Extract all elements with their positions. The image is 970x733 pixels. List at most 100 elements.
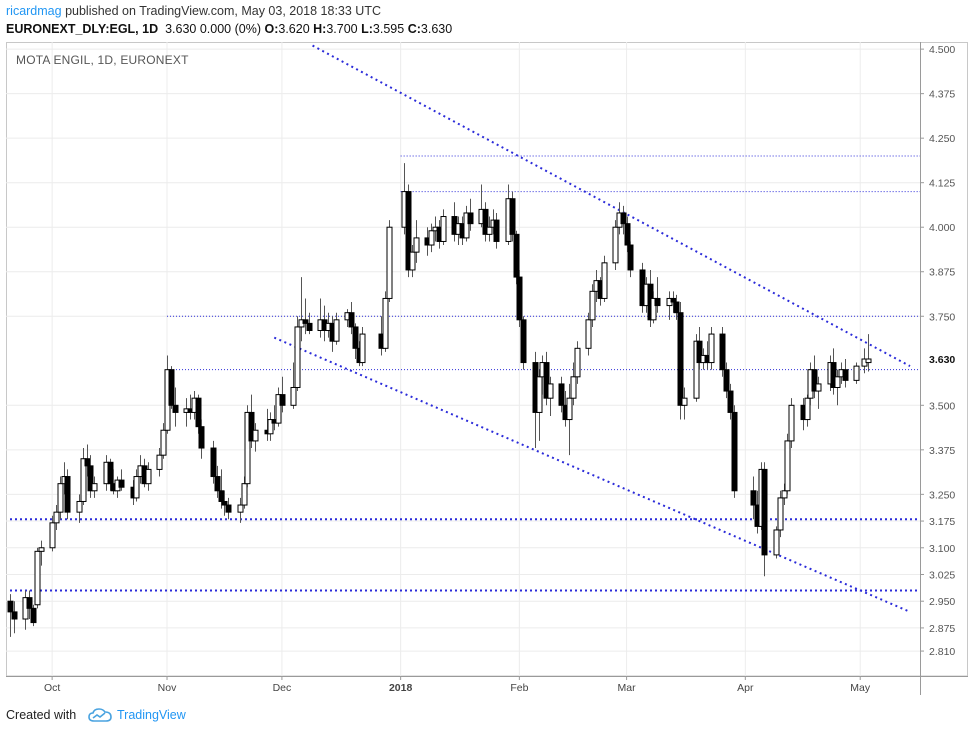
candle-body-down xyxy=(348,312,355,328)
candle-body-down xyxy=(352,326,359,349)
candle-body-up xyxy=(34,550,41,606)
candle-body-up xyxy=(57,483,64,513)
candle xyxy=(853,362,860,384)
candle-body-up xyxy=(865,358,872,364)
created-with-text: Created with xyxy=(6,708,77,722)
candle-body-up xyxy=(160,429,167,456)
candle-body-up xyxy=(612,226,619,264)
price-tick-label: 3.100 xyxy=(929,543,955,555)
open-label: O: xyxy=(264,22,279,36)
candle xyxy=(133,469,140,502)
candle-body-up xyxy=(773,529,780,556)
candle-body-down xyxy=(302,319,309,324)
candle xyxy=(788,398,795,449)
tradingview-brand-link[interactable]: TradingView xyxy=(117,708,186,722)
candle-body-up xyxy=(815,383,822,392)
candle-body-down xyxy=(677,312,684,406)
candle-body-down xyxy=(87,465,94,492)
candle-body-up xyxy=(49,522,56,549)
price-tick-label: 3.375 xyxy=(929,445,955,457)
author-link[interactable]: ricardmag xyxy=(6,4,62,18)
candle-body-up xyxy=(241,483,248,506)
candle-body-up xyxy=(781,490,788,499)
candle-body-down xyxy=(198,426,205,449)
candle xyxy=(842,359,849,388)
candle xyxy=(409,245,416,278)
candle-body-down xyxy=(513,233,520,278)
chart-area[interactable]: 4.500 4.375 4.250 4.125 4.000 3.875 3.750 3.500… xyxy=(6,42,968,695)
candle-body-up xyxy=(853,365,860,381)
candle-body-up xyxy=(547,383,554,399)
candle xyxy=(248,394,255,449)
price-tick-label: 3.025 xyxy=(929,569,955,581)
candle-body-down xyxy=(168,369,175,406)
candle-body-down xyxy=(696,340,703,364)
candle xyxy=(352,323,359,359)
candle xyxy=(834,369,841,406)
candle xyxy=(198,419,205,459)
candle-body-up xyxy=(76,500,83,513)
last-price: 3.630 xyxy=(165,22,197,36)
candle-body-down xyxy=(719,333,726,371)
candle xyxy=(574,341,581,384)
candle xyxy=(773,526,780,559)
candle xyxy=(333,312,340,345)
price-tick-label: 4.125 xyxy=(929,178,955,190)
tradingview-cloud-icon xyxy=(88,707,112,728)
candle-body-down xyxy=(482,208,489,235)
candle-body-up xyxy=(252,429,259,442)
chart-title: MOTA ENGIL, 1D, EURONEXT xyxy=(16,53,189,67)
candle-body-up xyxy=(409,251,416,271)
candle-body-down xyxy=(543,362,550,399)
candle xyxy=(30,604,37,627)
candle-body-up xyxy=(359,333,366,364)
candle xyxy=(49,515,56,552)
close-value: 3.630 xyxy=(420,22,453,36)
candle-body-up xyxy=(145,468,152,485)
candle-body-up xyxy=(574,347,581,378)
candle xyxy=(252,423,259,452)
candle xyxy=(91,476,98,498)
candle-body-down xyxy=(750,490,757,506)
candle-body-down xyxy=(620,212,627,225)
candle xyxy=(57,476,64,520)
candle xyxy=(566,383,573,456)
time-tick-label: Mar xyxy=(618,682,637,694)
candle xyxy=(761,462,768,577)
candle xyxy=(784,433,791,495)
candle-body-down xyxy=(516,276,523,321)
candle xyxy=(279,376,286,413)
candle-body-down xyxy=(830,362,837,388)
candle-body-down xyxy=(218,490,225,502)
low-value: 3.595 xyxy=(372,22,405,36)
candle xyxy=(53,505,60,530)
candle-body-up xyxy=(275,394,282,424)
candle-body-down xyxy=(670,297,677,303)
price-tick-label: 4.250 xyxy=(929,133,955,145)
candle xyxy=(467,198,474,231)
quote-line: EURONEXT_DLY:EGL, 1D 3.630 0.000 (0%) O:… xyxy=(6,22,452,36)
candle xyxy=(118,469,125,491)
candle xyxy=(612,220,619,270)
candle-body-down xyxy=(84,458,91,467)
candlestick-chart[interactable]: 4.500 4.375 4.250 4.125 4.000 3.875 3.750 3.500… xyxy=(6,42,968,695)
candle-body-up xyxy=(566,397,573,421)
candle-body-up xyxy=(834,376,841,388)
candle xyxy=(731,405,738,498)
candle xyxy=(620,205,627,235)
candle-body-down xyxy=(210,447,217,478)
time-tick-label: Oct xyxy=(44,682,60,694)
candle xyxy=(267,412,274,441)
price-tick-label: 4.500 xyxy=(929,44,955,56)
candle-body-up xyxy=(290,386,297,406)
candle xyxy=(509,191,516,242)
publish-text: published on TradingView.com, May 03, 20… xyxy=(65,4,381,18)
candle-body-down xyxy=(520,319,527,364)
time-tick-label: May xyxy=(850,682,871,694)
candle-body-up xyxy=(38,547,45,552)
candle-body-down xyxy=(405,191,412,271)
candle xyxy=(493,212,500,249)
candle xyxy=(601,255,608,303)
candle-body-up xyxy=(53,511,60,524)
price-tick-label: 3.500 xyxy=(929,400,955,412)
